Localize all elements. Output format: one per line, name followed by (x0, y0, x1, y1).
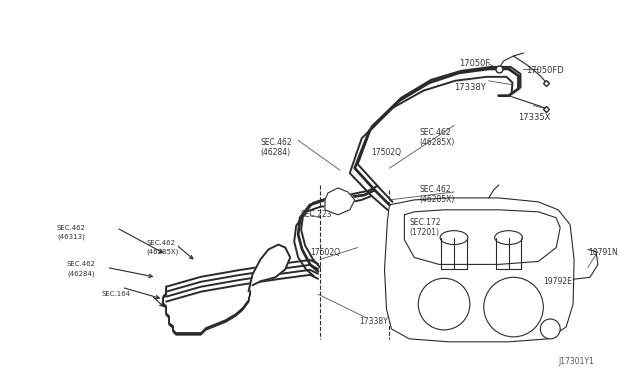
Text: (46284): (46284) (67, 270, 95, 277)
Text: (46313): (46313) (57, 234, 85, 240)
Text: 17502Q: 17502Q (372, 148, 402, 157)
Text: (46285X): (46285X) (419, 138, 454, 147)
Text: SEC.172: SEC.172 (410, 218, 441, 227)
Text: SEC.223: SEC.223 (300, 210, 332, 219)
Text: SEC.164: SEC.164 (102, 291, 131, 297)
Text: 17338Y: 17338Y (454, 83, 486, 92)
Text: 17502Q: 17502Q (310, 247, 340, 257)
Ellipse shape (440, 231, 468, 244)
Text: 17338Y: 17338Y (360, 317, 388, 326)
Text: (46285X): (46285X) (419, 195, 454, 204)
Circle shape (419, 278, 470, 330)
Text: SEC.462: SEC.462 (67, 262, 96, 267)
Text: 18791N: 18791N (588, 247, 618, 257)
Text: SEC.462: SEC.462 (260, 138, 292, 147)
Text: SEC.462: SEC.462 (57, 225, 86, 231)
Ellipse shape (495, 231, 522, 244)
Text: 19792E: 19792E (543, 277, 572, 286)
Text: SEC.462: SEC.462 (419, 185, 451, 194)
Circle shape (484, 277, 543, 337)
Text: (46285X): (46285X) (147, 248, 179, 255)
Text: SEC.462: SEC.462 (147, 240, 175, 246)
Polygon shape (385, 198, 574, 342)
Text: 17050F: 17050F (459, 59, 490, 68)
Text: (46284): (46284) (260, 148, 291, 157)
Text: J17301Y1: J17301Y1 (558, 357, 594, 366)
Text: (17201): (17201) (410, 228, 439, 237)
Polygon shape (325, 188, 355, 215)
Text: 17335X: 17335X (518, 113, 551, 122)
Polygon shape (248, 244, 290, 291)
Text: 17050FD: 17050FD (527, 66, 564, 75)
Text: SEC.462: SEC.462 (419, 128, 451, 137)
Circle shape (540, 319, 560, 339)
